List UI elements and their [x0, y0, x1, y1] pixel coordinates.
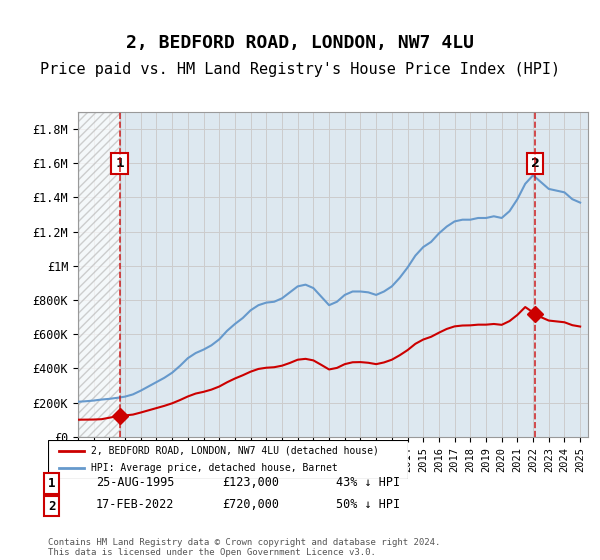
- Text: 43% ↓ HPI: 43% ↓ HPI: [336, 475, 400, 488]
- HPI: Average price, detached house, Barnet: (1.99e+03, 2.05e+05): Average price, detached house, Barnet: (…: [74, 398, 82, 405]
- Text: £720,000: £720,000: [222, 498, 279, 511]
- Line: 2, BEDFORD ROAD, LONDON, NW7 4LU (detached house): 2, BEDFORD ROAD, LONDON, NW7 4LU (detach…: [78, 307, 580, 419]
- 2, BEDFORD ROAD, LONDON, NW7 4LU (detached house): [286, 360, 293, 366]
- HPI: Average price, detached house, Barnet: (2.02e+03, 1.37e+06): Average price, detached house, Barnet: (…: [577, 199, 584, 206]
- Text: £123,000: £123,000: [222, 475, 279, 488]
- Text: 2: 2: [48, 500, 56, 512]
- HPI: Average price, detached house, Barnet: (2e+03, 6.2e+05): Average price, detached house, Barnet: (…: [223, 328, 230, 334]
- HPI: Average price, detached house, Barnet: (2.02e+03, 1.53e+06): Average price, detached house, Barnet: (…: [529, 172, 536, 179]
- Text: 1: 1: [115, 157, 124, 170]
- 2, BEDFORD ROAD, LONDON, NW7 4LU (detached house): [521, 304, 529, 310]
- Text: 25-AUG-1995: 25-AUG-1995: [96, 475, 175, 488]
- 2, BEDFORD ROAD, LONDON, NW7 4LU (detached house): [404, 347, 411, 353]
- HPI: Average price, detached house, Barnet: (2.02e+03, 1.43e+06): Average price, detached house, Barnet: (…: [561, 189, 568, 195]
- Text: 17-FEB-2022: 17-FEB-2022: [96, 498, 175, 511]
- 2, BEDFORD ROAD, LONDON, NW7 4LU (detached house): [145, 407, 152, 414]
- Bar: [78, 112, 119, 437]
- Text: 2, BEDFORD ROAD, LONDON, NW7 4LU: 2, BEDFORD ROAD, LONDON, NW7 4LU: [126, 34, 474, 52]
- 2, BEDFORD ROAD, LONDON, NW7 4LU (detached house): [74, 416, 82, 423]
- HPI: Average price, detached house, Barnet: (2.01e+03, 7.9e+05): Average price, detached house, Barnet: (…: [334, 298, 341, 305]
- FancyBboxPatch shape: [48, 440, 408, 479]
- Text: Price paid vs. HM Land Registry's House Price Index (HPI): Price paid vs. HM Land Registry's House …: [40, 62, 560, 77]
- 2, BEDFORD ROAD, LONDON, NW7 4LU (detached house): [396, 352, 403, 358]
- HPI: Average price, detached house, Barnet: (2e+03, 4.9e+05): Average price, detached house, Barnet: (…: [192, 349, 199, 356]
- 2, BEDFORD ROAD, LONDON, NW7 4LU (detached house): [577, 323, 584, 330]
- Text: 1: 1: [48, 477, 56, 490]
- Line: HPI: Average price, detached house, Barnet: HPI: Average price, detached house, Barn…: [78, 175, 580, 402]
- Text: HPI: Average price, detached house, Barnet: HPI: Average price, detached house, Barn…: [91, 463, 338, 473]
- Text: Contains HM Land Registry data © Crown copyright and database right 2024.
This d: Contains HM Land Registry data © Crown c…: [48, 538, 440, 557]
- Text: 2, BEDFORD ROAD, LONDON, NW7 4LU (detached house): 2, BEDFORD ROAD, LONDON, NW7 4LU (detach…: [91, 446, 379, 456]
- HPI: Average price, detached house, Barnet: (2.01e+03, 8.45e+05): Average price, detached house, Barnet: (…: [286, 289, 293, 296]
- 2, BEDFORD ROAD, LONDON, NW7 4LU (detached house): [325, 366, 332, 373]
- Text: 50% ↓ HPI: 50% ↓ HPI: [336, 498, 400, 511]
- Text: 2: 2: [530, 157, 539, 170]
- 2, BEDFORD ROAD, LONDON, NW7 4LU (detached house): [357, 359, 364, 366]
- HPI: Average price, detached house, Barnet: (2.02e+03, 1.32e+06): Average price, detached house, Barnet: (…: [506, 208, 513, 214]
